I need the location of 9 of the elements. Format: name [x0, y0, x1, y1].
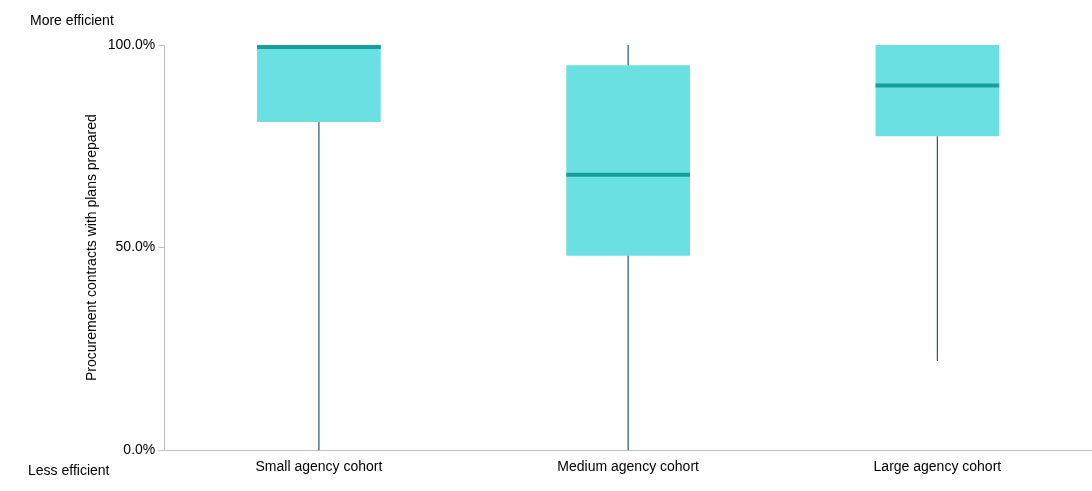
y-axis-title: Procurement contracts with plans prepared	[83, 114, 100, 382]
y-tick-label: 0.0%	[123, 441, 156, 458]
y-tick-label: 50.0%	[115, 238, 156, 255]
text: Less efficient	[28, 462, 110, 478]
x-tick-label: Large agency cohort	[873, 458, 1002, 475]
x-tick-label: Small agency cohort	[255, 458, 383, 475]
x-tick-label: Medium agency cohort	[557, 458, 700, 475]
y-tick-label: 100.0%	[107, 35, 156, 52]
text: More efficient	[30, 12, 114, 28]
